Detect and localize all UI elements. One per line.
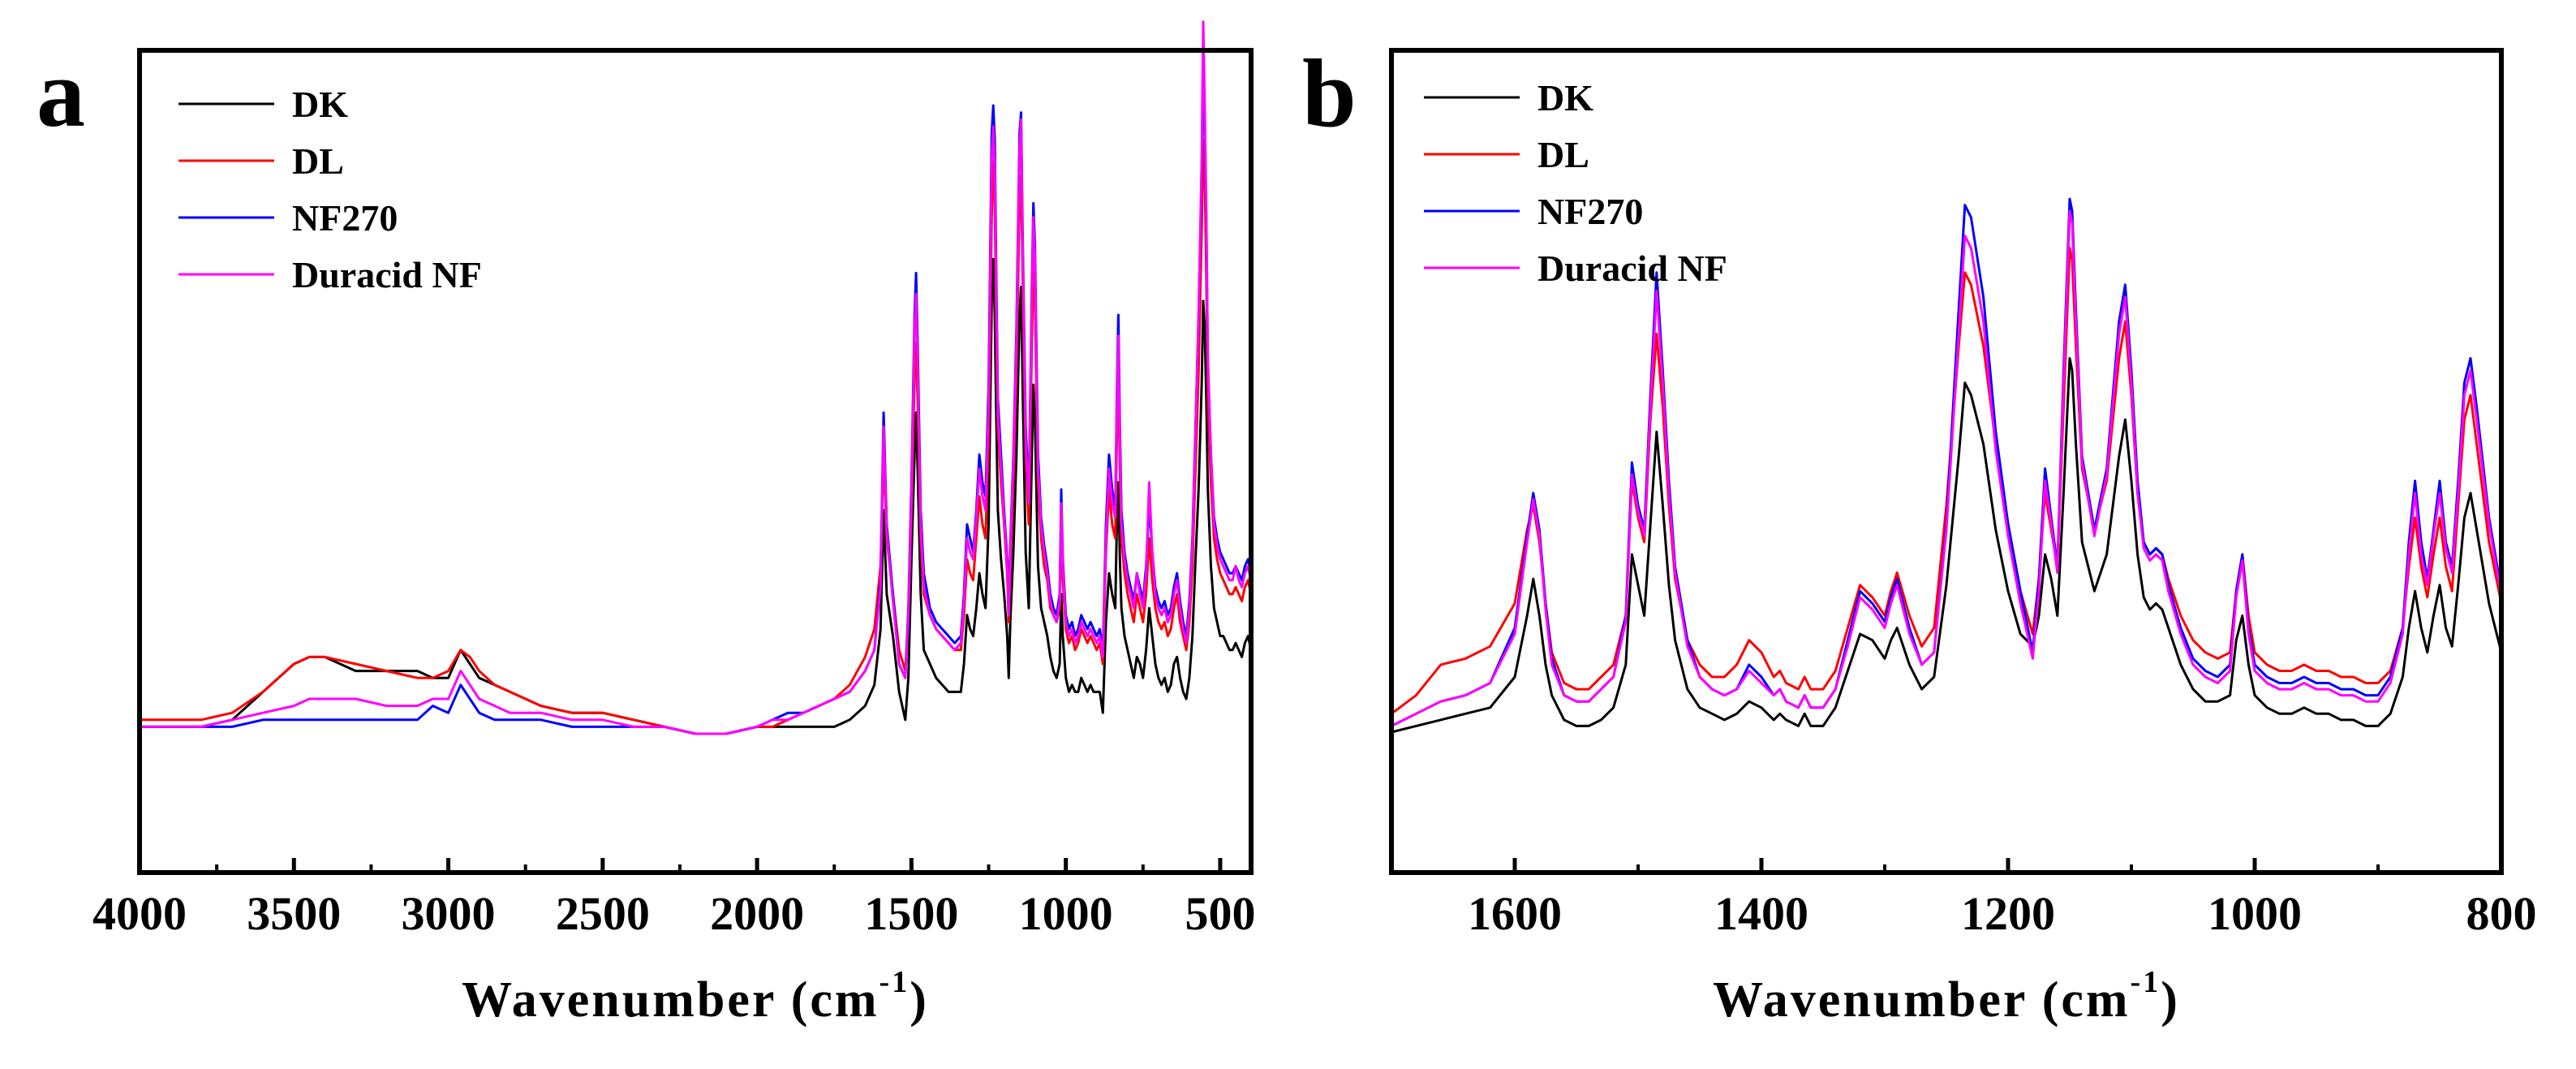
series-line-dk (1391, 356, 2503, 734)
panel-label-b: b (1302, 39, 1357, 147)
legend-label-dk: DK (1537, 77, 1593, 119)
axes-frame-a (137, 48, 1254, 875)
x-tick-label: 1200 (1961, 887, 2055, 940)
panel-b-chart: b 1600 1400 1200 1000 800 DK DL NF270 Duracid N… (1302, 39, 2537, 1028)
legend-label-nf270: NF270 (1537, 191, 1643, 232)
x-axis-label-b: Wavenumber (cm-1) (1713, 965, 2180, 1028)
legend-label-duracid-nf: Duracid NF (292, 254, 482, 295)
series-line-nf270 (1391, 197, 2503, 727)
x-tick-label: 4000 (92, 887, 187, 940)
x-ticks-b: 1600 1400 1200 1000 800 (1468, 858, 2537, 940)
x-tick-label: 1500 (864, 887, 958, 940)
x-axis-label-a: Wavenumber (cm-1) (462, 965, 929, 1028)
x-ticks-a: 4000 3500 3000 2500 2000 1500 1000 500 (92, 858, 1255, 940)
x-axis-label-a-main: Wavenumber (cm (462, 972, 879, 1028)
x-axis-label-b-sup: -1 (2131, 965, 2161, 999)
panel-a-chart: a 4000 3500 3000 2500 2000 1500 1000 500 DK DL NF… (37, 20, 1255, 1028)
x-axis-label-a-sup: -1 (879, 965, 910, 999)
legend-label-duracid-nf: Duracid NF (1537, 248, 1727, 289)
axes-frame-b (1389, 48, 2504, 875)
series-line-dl (140, 139, 1253, 735)
x-axis-label-b-close: ) (2161, 972, 2180, 1028)
legend-b: DK DL NF270 Duracid NF (1424, 77, 1727, 289)
legend-label-dk: DK (292, 84, 348, 125)
x-axis-label-b-main: Wavenumber (cm (1713, 972, 2130, 1028)
x-tick-label: 800 (2466, 887, 2537, 940)
panel-label-a: a (37, 39, 85, 147)
x-tick-label: 3000 (402, 887, 496, 940)
x-tick-label: 1400 (1714, 887, 1808, 940)
legend-label-dl: DL (292, 140, 344, 182)
series-line-duracid-nf (1391, 209, 2503, 727)
x-tick-label: 1000 (1019, 887, 1113, 940)
x-tick-label: 2500 (556, 887, 650, 940)
series-line-duracid-nf (140, 20, 1253, 735)
legend-label-nf270: NF270 (292, 197, 398, 239)
legend-a: DK DL NF270 Duracid NF (178, 84, 482, 295)
x-tick-label: 500 (1185, 887, 1255, 940)
series-line-dl (1391, 247, 2503, 715)
plot-area-b (1391, 197, 2503, 734)
x-tick-label: 1000 (2208, 887, 2302, 940)
series-line-dk (140, 257, 1253, 735)
x-axis-label-a-close: ) (910, 972, 929, 1028)
x-tick-label: 2000 (710, 887, 804, 940)
legend-label-dl: DL (1537, 134, 1589, 175)
x-tick-label: 1600 (1468, 887, 1562, 940)
x-tick-label: 3500 (247, 887, 341, 940)
plot-area-a (140, 20, 1253, 735)
